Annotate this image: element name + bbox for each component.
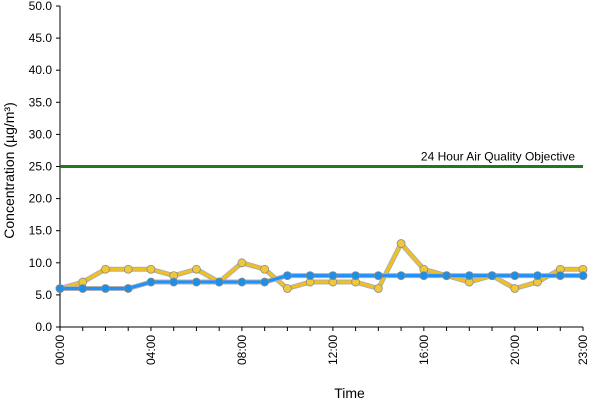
series-2-point — [442, 271, 451, 281]
x-tick-label: 20:00 — [508, 335, 522, 365]
series-1-point — [146, 264, 156, 274]
series-2-point — [305, 271, 315, 281]
y-tick-label: 25.0 — [29, 160, 53, 174]
series-2-point — [578, 271, 588, 281]
y-tick-label: 5.0 — [35, 288, 52, 302]
series-2-point — [101, 284, 110, 293]
air-quality-objective-label: 24 Hour Air Quality Objective — [421, 150, 575, 164]
series-2-point — [260, 277, 270, 287]
series-2-point — [169, 277, 179, 287]
series-2-point — [396, 271, 406, 281]
y-tick-label: 10.0 — [29, 256, 53, 270]
series-2-point — [78, 284, 88, 293]
series-2-point — [237, 277, 247, 287]
y-tick-label: 35.0 — [29, 95, 53, 109]
series-1-point — [510, 284, 520, 293]
series-2-point — [510, 271, 520, 281]
series-1-point — [192, 264, 201, 274]
series-2-point — [55, 284, 65, 293]
y-tick-label: 20.0 — [29, 192, 53, 206]
series-group — [55, 239, 588, 293]
series-2-point — [123, 284, 133, 293]
series-2-point — [328, 271, 338, 281]
series-2-point — [487, 271, 497, 281]
series-1-point — [237, 258, 247, 268]
series-2-point — [464, 271, 474, 281]
y-axis-title: Concentration (µg/m³) — [1, 102, 17, 238]
series-1-point — [101, 264, 110, 274]
y-tick-label: 50.0 — [29, 0, 53, 13]
y-tick-label: 45.0 — [29, 31, 53, 45]
y-tick-label: 40.0 — [29, 63, 53, 77]
series-2-point — [351, 271, 361, 281]
series-1-point — [396, 239, 406, 248]
series-2-point — [533, 271, 542, 281]
series-1-point — [282, 284, 292, 293]
x-tick-label: 12:00 — [326, 335, 340, 365]
series-2-point — [192, 277, 201, 287]
series-2-point — [146, 277, 156, 287]
y-tick-label: 15.0 — [29, 224, 53, 238]
series-1-line — [59, 242, 583, 290]
x-tick-label: 00:00 — [53, 335, 67, 365]
x-tick-label: 16:00 — [417, 335, 431, 365]
labels-group: 0.0 5.0 10.0 15.0 20.0 25.0 30.0 35.0 40.0 45.0 50… — [1, 0, 590, 401]
y-tick-label: 0.0 — [35, 320, 52, 334]
series-2-point — [419, 271, 429, 281]
x-tick-label: 08:00 — [235, 335, 249, 365]
series-1-point — [260, 264, 270, 274]
series-2-point — [282, 271, 292, 281]
series-2-point — [555, 271, 565, 281]
x-tick-label: 04:00 — [144, 335, 158, 365]
series-2-point — [373, 271, 383, 281]
series-1-point — [373, 284, 383, 293]
series-2-point — [214, 277, 224, 287]
series-1-point — [123, 264, 133, 274]
x-tick-label: 23:00 — [576, 335, 590, 365]
y-tick-label: 30.0 — [29, 127, 53, 141]
x-axis-title: Time — [334, 385, 365, 400]
